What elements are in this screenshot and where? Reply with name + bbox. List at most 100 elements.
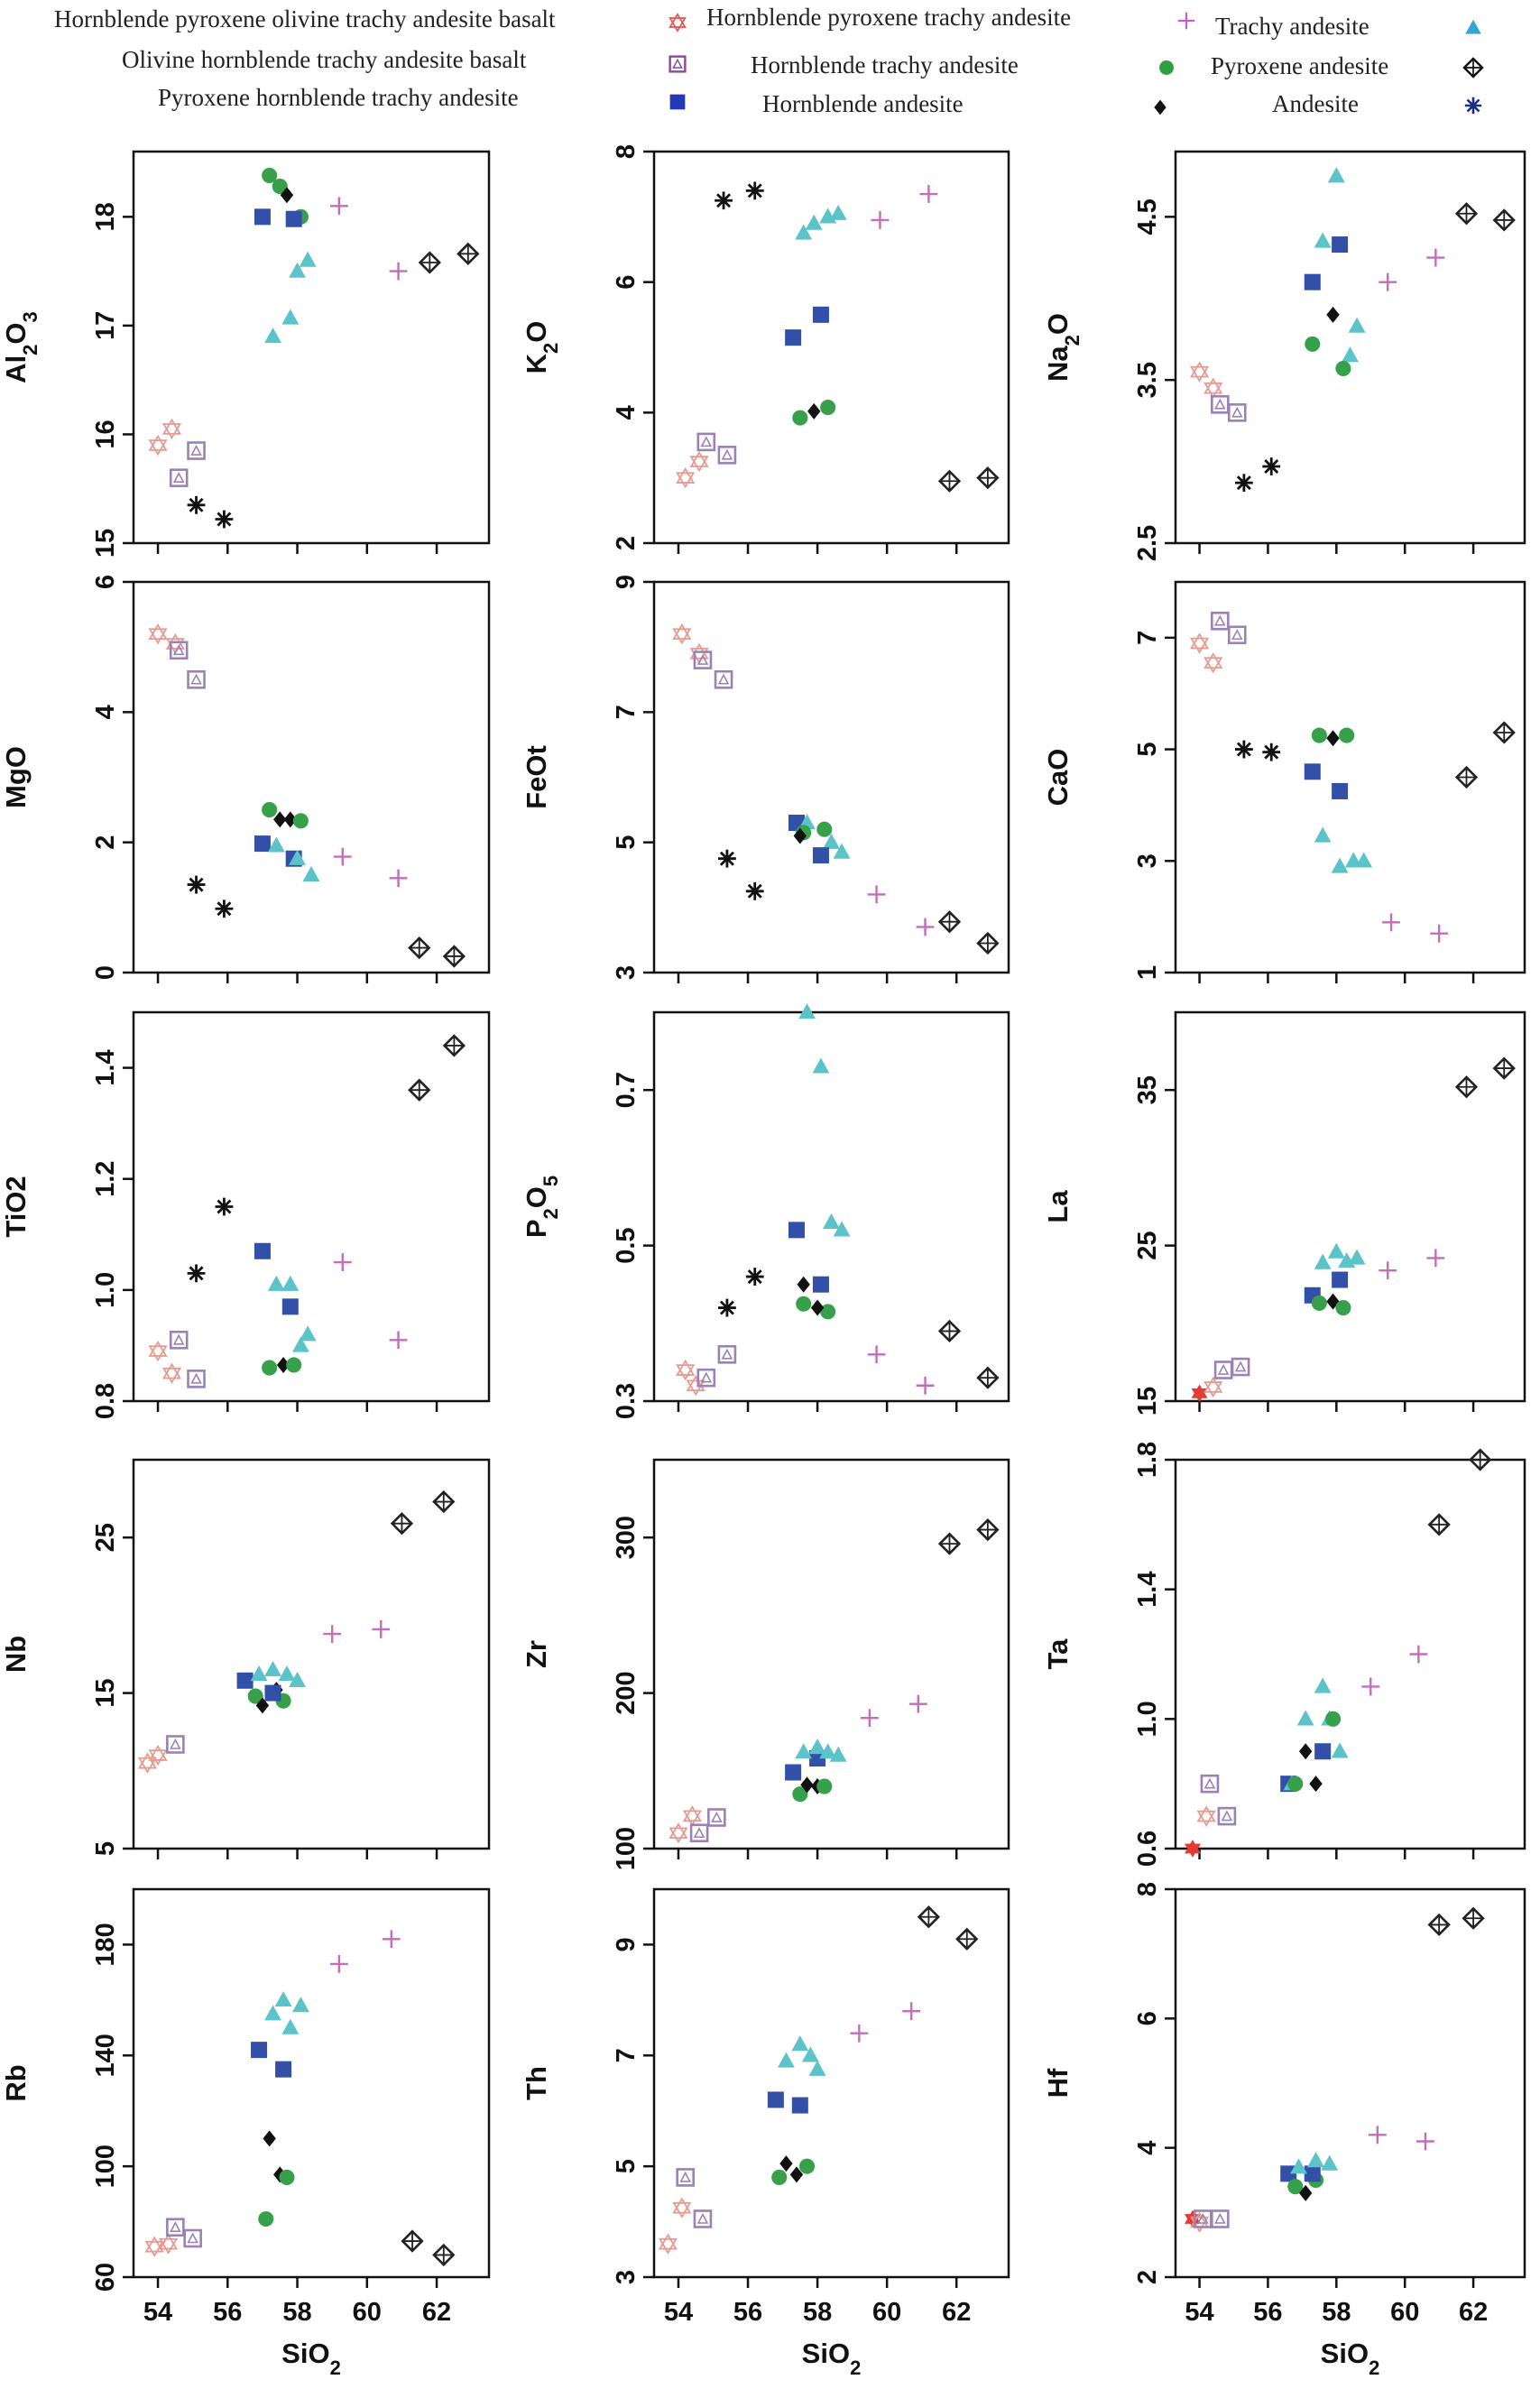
data-point	[1348, 1249, 1366, 1265]
data-point	[919, 185, 938, 203]
x-tick-label: 54	[664, 2298, 693, 2327]
data-point	[264, 1660, 281, 1676]
data-point	[1426, 248, 1445, 267]
data-point	[1355, 852, 1373, 868]
data-point	[812, 847, 829, 864]
y-tick-label: 9	[612, 575, 641, 589]
y-tick-label: 0.7	[612, 1072, 641, 1108]
data-point	[829, 1746, 847, 1762]
data-point	[916, 918, 935, 936]
data-point	[166, 2218, 185, 2237]
data-point	[792, 410, 808, 426]
data-point	[280, 187, 294, 204]
data-point	[390, 1512, 414, 1536]
y-tick-label: 2.5	[1133, 525, 1162, 561]
y-tick-label: 1.8	[1133, 1442, 1162, 1478]
data-point	[1454, 765, 1479, 789]
data-point	[1231, 1357, 1250, 1377]
y-tick-label: 1.0	[1133, 1701, 1162, 1737]
y-tick-label: 4	[1133, 2141, 1162, 2155]
data-point	[236, 1672, 254, 1689]
data-point	[264, 327, 281, 344]
star-open-icon	[669, 13, 687, 32]
data-point	[1227, 403, 1247, 422]
y-tick-label: 0.3	[612, 1383, 641, 1419]
plot-frame	[1174, 1887, 1526, 2279]
data-point	[144, 2236, 164, 2257]
y-axis-label: Rb	[0, 2064, 32, 2101]
data-point	[1321, 2154, 1339, 2171]
data-point	[1326, 306, 1340, 323]
y-tick-label: 3	[612, 2270, 641, 2284]
data-point	[937, 469, 962, 493]
y-tick-label: 18	[91, 202, 120, 231]
data-point	[279, 2169, 295, 2185]
y-tick-label: 7	[612, 2048, 641, 2062]
data-point	[696, 432, 716, 452]
data-point	[796, 1296, 812, 1312]
data-point	[281, 1275, 300, 1291]
y-axis-label: Hf	[1042, 2068, 1074, 2098]
data-point	[247, 1688, 263, 1704]
data-point	[689, 450, 709, 473]
data-point	[1304, 2165, 1321, 2182]
data-point	[137, 1752, 158, 1774]
data-point	[745, 181, 764, 200]
data-point	[1217, 1806, 1237, 1826]
data-point	[1296, 1710, 1314, 1726]
data-point	[408, 1078, 431, 1102]
y-tick-label: 0	[91, 965, 120, 980]
data-point	[808, 1739, 826, 1755]
data-point	[401, 2229, 424, 2253]
data-point	[1298, 1743, 1313, 1760]
data-point	[908, 1694, 927, 1713]
data-point	[658, 2233, 678, 2255]
data-point	[276, 1356, 290, 1373]
data-point	[1290, 2158, 1308, 2174]
data-point	[1211, 394, 1230, 414]
data-point	[808, 2060, 826, 2076]
data-point	[1196, 1805, 1216, 1827]
data-point	[816, 821, 833, 837]
data-point	[833, 1221, 851, 1237]
legend: Hornblende pyroxene olivine trachy andes…	[0, 0, 1540, 126]
data-point	[330, 1955, 348, 1973]
square-icon	[669, 94, 686, 110]
data-point	[788, 1222, 805, 1239]
data-point	[187, 669, 206, 689]
plot-frame	[1174, 1458, 1526, 1850]
data-point	[672, 2197, 692, 2218]
data-point	[283, 811, 298, 828]
data-point	[169, 468, 189, 487]
x-tick-label: 62	[1459, 2298, 1488, 2327]
data-point	[1492, 1056, 1516, 1080]
y-tick-label: 15	[1133, 1387, 1162, 1416]
y-axis-label: Al2O3	[0, 311, 41, 383]
y-tick-label: 1.4	[91, 1049, 120, 1085]
y-tick-label: 5	[612, 2159, 641, 2173]
y-tick-label: 7	[612, 705, 641, 719]
data-point	[1409, 1645, 1428, 1664]
data-point	[456, 242, 480, 265]
x-tick-label: 60	[353, 2298, 382, 2327]
data-point	[976, 931, 1000, 955]
data-point	[745, 881, 764, 900]
data-point	[1203, 652, 1223, 674]
plot-frame	[652, 580, 1010, 974]
data-point	[669, 1822, 688, 1844]
data-point	[807, 402, 821, 420]
x-tick-label: 56	[1253, 2298, 1282, 2327]
data-point	[389, 1331, 408, 1350]
data-point	[251, 2042, 268, 2059]
data-point	[715, 191, 733, 210]
data-point	[717, 1344, 737, 1364]
data-point	[686, 1375, 705, 1397]
data-point	[289, 1671, 306, 1688]
data-point	[289, 849, 306, 865]
data-point	[1304, 273, 1321, 291]
chart-panel-al2o3: 15 16 17 18 Al2O3	[0, 150, 491, 558]
data-point	[797, 1276, 810, 1293]
y-axis-label: CaO	[1042, 749, 1074, 807]
legend-label: Hornblende pyroxene olivine trachy andes…	[54, 5, 556, 32]
data-point	[1304, 763, 1321, 780]
